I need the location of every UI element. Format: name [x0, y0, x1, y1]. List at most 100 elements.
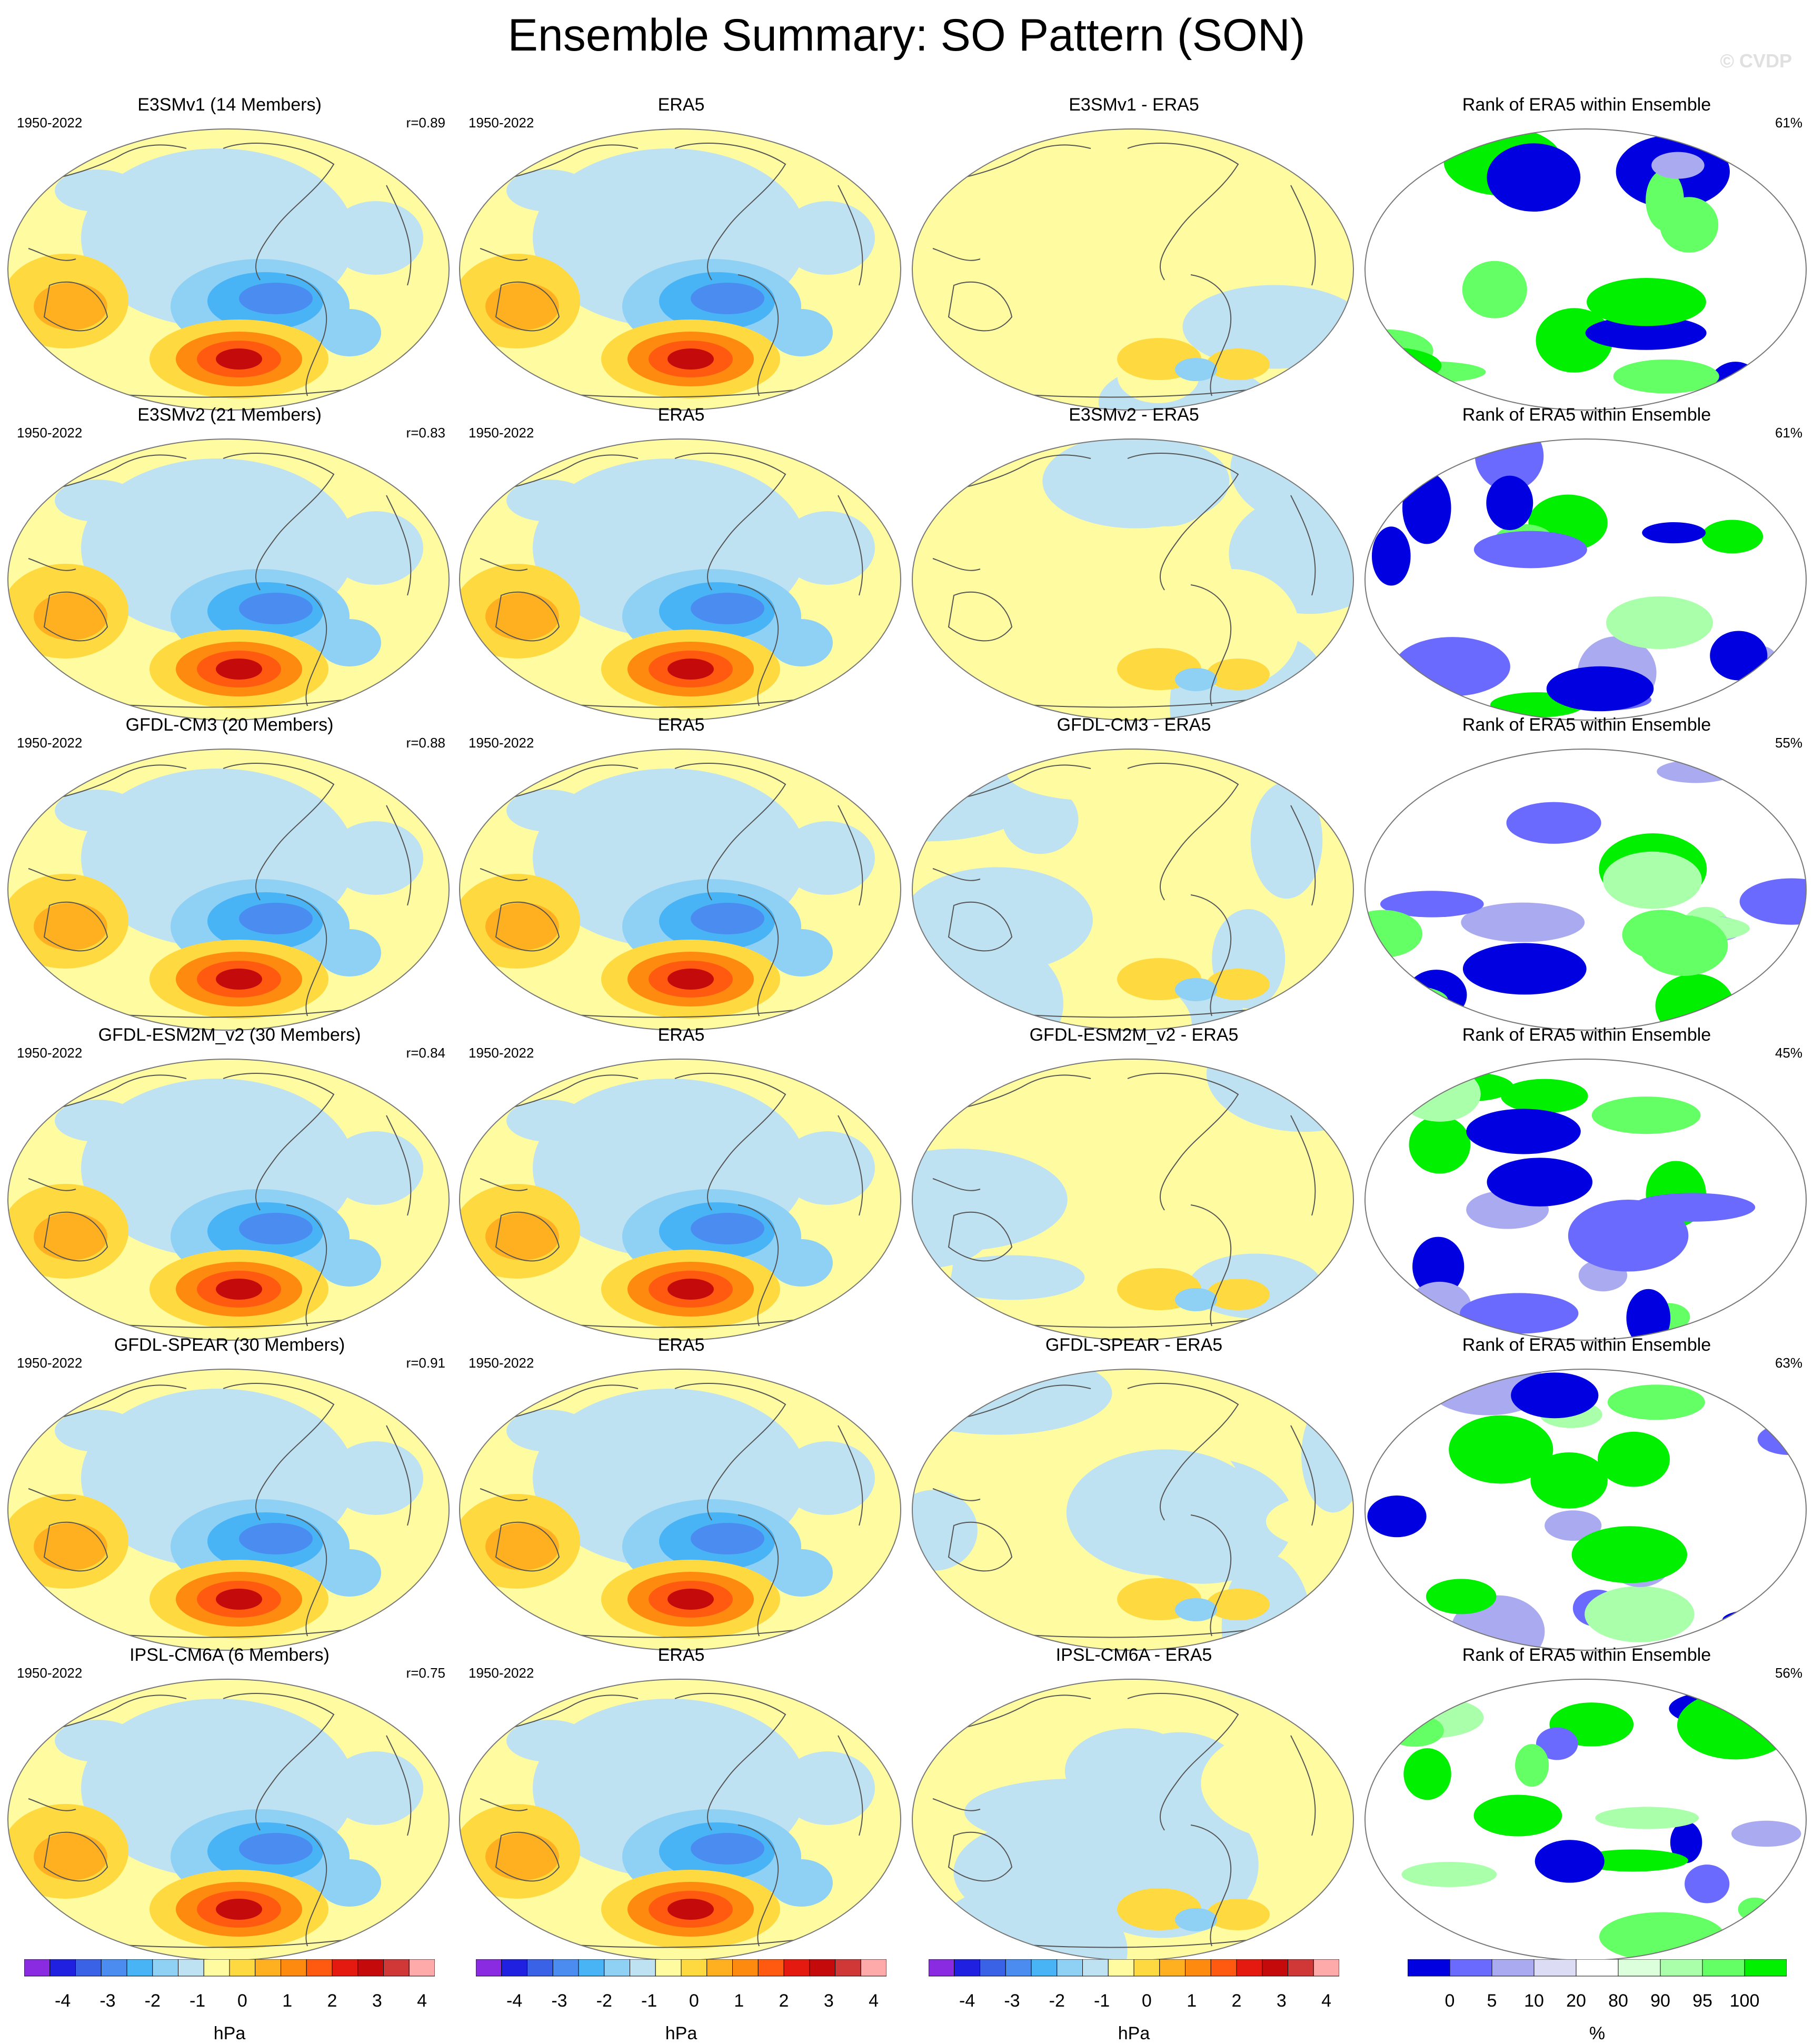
panel-title: E3SMv2 - ERA5 [1069, 405, 1199, 425]
panel-model-row-1: E3SMv1 (14 Members) 1950-2022 r=0.89 [6, 95, 453, 413]
panel-title: ERA5 [658, 405, 705, 425]
panel-title: GFDL-SPEAR (30 Members) [114, 1335, 345, 1355]
panel-period: 1950-2022 [469, 1045, 534, 1061]
panel-title: GFDL-ESM2M_v2 - ERA5 [1029, 1025, 1239, 1045]
panel-diff-row-3: GFDL-CM3 - ERA5 [911, 715, 1357, 1033]
colorbar-swatch [49, 1959, 76, 1977]
colorbar-swatches [476, 1959, 886, 1977]
panel-model-row-6: IPSL-CM6A (6 Members) 1950-2022 r=0.75 [6, 1645, 453, 1963]
map-obs [459, 1369, 901, 1651]
colorbar-tick: 0 [689, 1991, 699, 2011]
colorbar-swatch [980, 1959, 1006, 1977]
colorbar-tick: 5 [1487, 1991, 1497, 2011]
panel-title: IPSL-CM6A (6 Members) [130, 1645, 330, 1665]
panel-title: ERA5 [658, 95, 705, 115]
colorbar-unit: hPa [213, 2023, 246, 2043]
colorbar-swatch [1618, 1959, 1661, 1977]
panel-period: 1950-2022 [17, 1355, 83, 1371]
colorbar-swatch [1159, 1959, 1186, 1977]
panel-title: Rank of ERA5 within Ensemble [1462, 405, 1711, 425]
colorbar-swatch [332, 1959, 358, 1977]
colorbar-swatch [203, 1959, 230, 1977]
panel-period: 1950-2022 [469, 735, 534, 751]
colorbar-tick: 2 [327, 1991, 337, 2011]
colorbar-tick: 0 [1445, 1991, 1455, 2011]
panel-diff-row-5: GFDL-SPEAR - ERA5 [911, 1335, 1357, 1653]
colorbar-swatch [357, 1959, 384, 1977]
panel-period: 1950-2022 [17, 425, 83, 441]
panel-period: 1950-2022 [469, 1665, 534, 1681]
rank-percent: 61% [1775, 425, 1802, 441]
colorbar-tick: -3 [551, 1991, 567, 2011]
map-obs [459, 749, 901, 1031]
colorbar-tick: 4 [869, 1991, 879, 2011]
panel-diff-row-1: E3SMv1 - ERA5 [911, 95, 1357, 413]
colorbar-swatch [178, 1959, 204, 1977]
colorbar-swatch [1005, 1959, 1032, 1977]
colorbar-tick: -4 [506, 1991, 523, 2011]
map-model [7, 1679, 450, 1961]
panel-title: IPSL-CM6A - ERA5 [1055, 1645, 1212, 1665]
colorbar-swatch [306, 1959, 333, 1977]
pattern-correlation: r=0.84 [406, 1045, 445, 1061]
map-model [7, 128, 450, 411]
colorbar-swatch [1702, 1959, 1745, 1977]
panel-title: GFDL-CM3 (20 Members) [125, 715, 334, 735]
colorbar-tick: 0 [1141, 1991, 1152, 2011]
panel-period: 1950-2022 [17, 115, 83, 131]
colorbar-swatch [1108, 1959, 1134, 1977]
panel-rank-row-2: Rank of ERA5 within Ensemble 61% [1363, 405, 1810, 723]
colorbar-swatch [1082, 1959, 1109, 1977]
colorbar-swatch [758, 1959, 784, 1977]
colorbar-swatch [732, 1959, 759, 1977]
colorbar-tick: -3 [99, 1991, 116, 2011]
colorbar-tick: 4 [417, 1991, 427, 2011]
panel-rank-row-1: Rank of ERA5 within Ensemble 61% [1363, 95, 1810, 413]
panel-title: GFDL-ESM2M_v2 (30 Members) [98, 1025, 361, 1045]
map-diff [912, 1369, 1354, 1651]
colorbar-swatch [409, 1959, 435, 1977]
colorbar-unit: hPa [1118, 2023, 1150, 2043]
colorbar-swatch [783, 1959, 810, 1977]
colorbar-unit: % [1589, 2023, 1606, 2043]
colorbar-tick: 95 [1692, 1991, 1712, 2011]
rank-percent: 45% [1775, 1045, 1802, 1061]
colorbar-tick: -4 [55, 1991, 71, 2011]
panel-title: Rank of ERA5 within Ensemble [1462, 1025, 1711, 1045]
panel-model-row-2: E3SMv2 (21 Members) 1950-2022 r=0.83 [6, 405, 453, 723]
panel-model-row-5: GFDL-SPEAR (30 Members) 1950-2022 r=0.91 [6, 1335, 453, 1653]
panel-diff-row-6: IPSL-CM6A - ERA5 [911, 1645, 1357, 1963]
colorbar-tick: -1 [189, 1991, 206, 2011]
colorbar-tick: -2 [596, 1991, 612, 2011]
pattern-correlation: r=0.88 [406, 735, 445, 751]
colorbar-tick: 1 [282, 1991, 293, 2011]
colorbar-swatch [1449, 1959, 1492, 1977]
colorbar-tick: -4 [959, 1991, 975, 2011]
panel-period: 1950-2022 [469, 425, 534, 441]
panel-title: E3SMv1 - ERA5 [1069, 95, 1199, 115]
panel-diff-row-4: GFDL-ESM2M_v2 - ERA5 [911, 1025, 1357, 1343]
map-diff [912, 128, 1354, 411]
colorbar-4: 0 5 10 20 80 90 95 100% [1408, 1959, 1787, 2043]
panel-model-row-4: GFDL-ESM2M_v2 (30 Members) 1950-2022 r=0.8… [6, 1025, 453, 1343]
colorbar-tick: 100 [1729, 1991, 1760, 2011]
colorbar-swatch [255, 1959, 281, 1977]
page-title: Ensemble Summary: SO Pattern (SON) [507, 10, 1306, 61]
panel-title: E3SMv2 (21 Members) [137, 405, 322, 425]
colorbar-tick: -3 [1004, 1991, 1020, 2011]
colorbar-tick: -2 [144, 1991, 161, 2011]
colorbar-swatch [126, 1959, 153, 1977]
colorbar-swatch [929, 1959, 955, 1977]
colorbar-swatch [1262, 1959, 1288, 1977]
map-obs [459, 438, 901, 721]
colorbar-swatch [681, 1959, 708, 1977]
colorbar-swatch [604, 1959, 630, 1977]
colorbar-swatch [1057, 1959, 1083, 1977]
panel-period: 1950-2022 [17, 1665, 83, 1681]
colorbar-swatch [1744, 1959, 1787, 1977]
colorbar-swatch [1660, 1959, 1703, 1977]
panel-obs-row-4: ERA5 1950-2022 [458, 1025, 904, 1343]
map-model [7, 1369, 450, 1651]
panel-rank-row-4: Rank of ERA5 within Ensemble 45% [1363, 1025, 1810, 1343]
colorbar-swatch [527, 1959, 553, 1977]
